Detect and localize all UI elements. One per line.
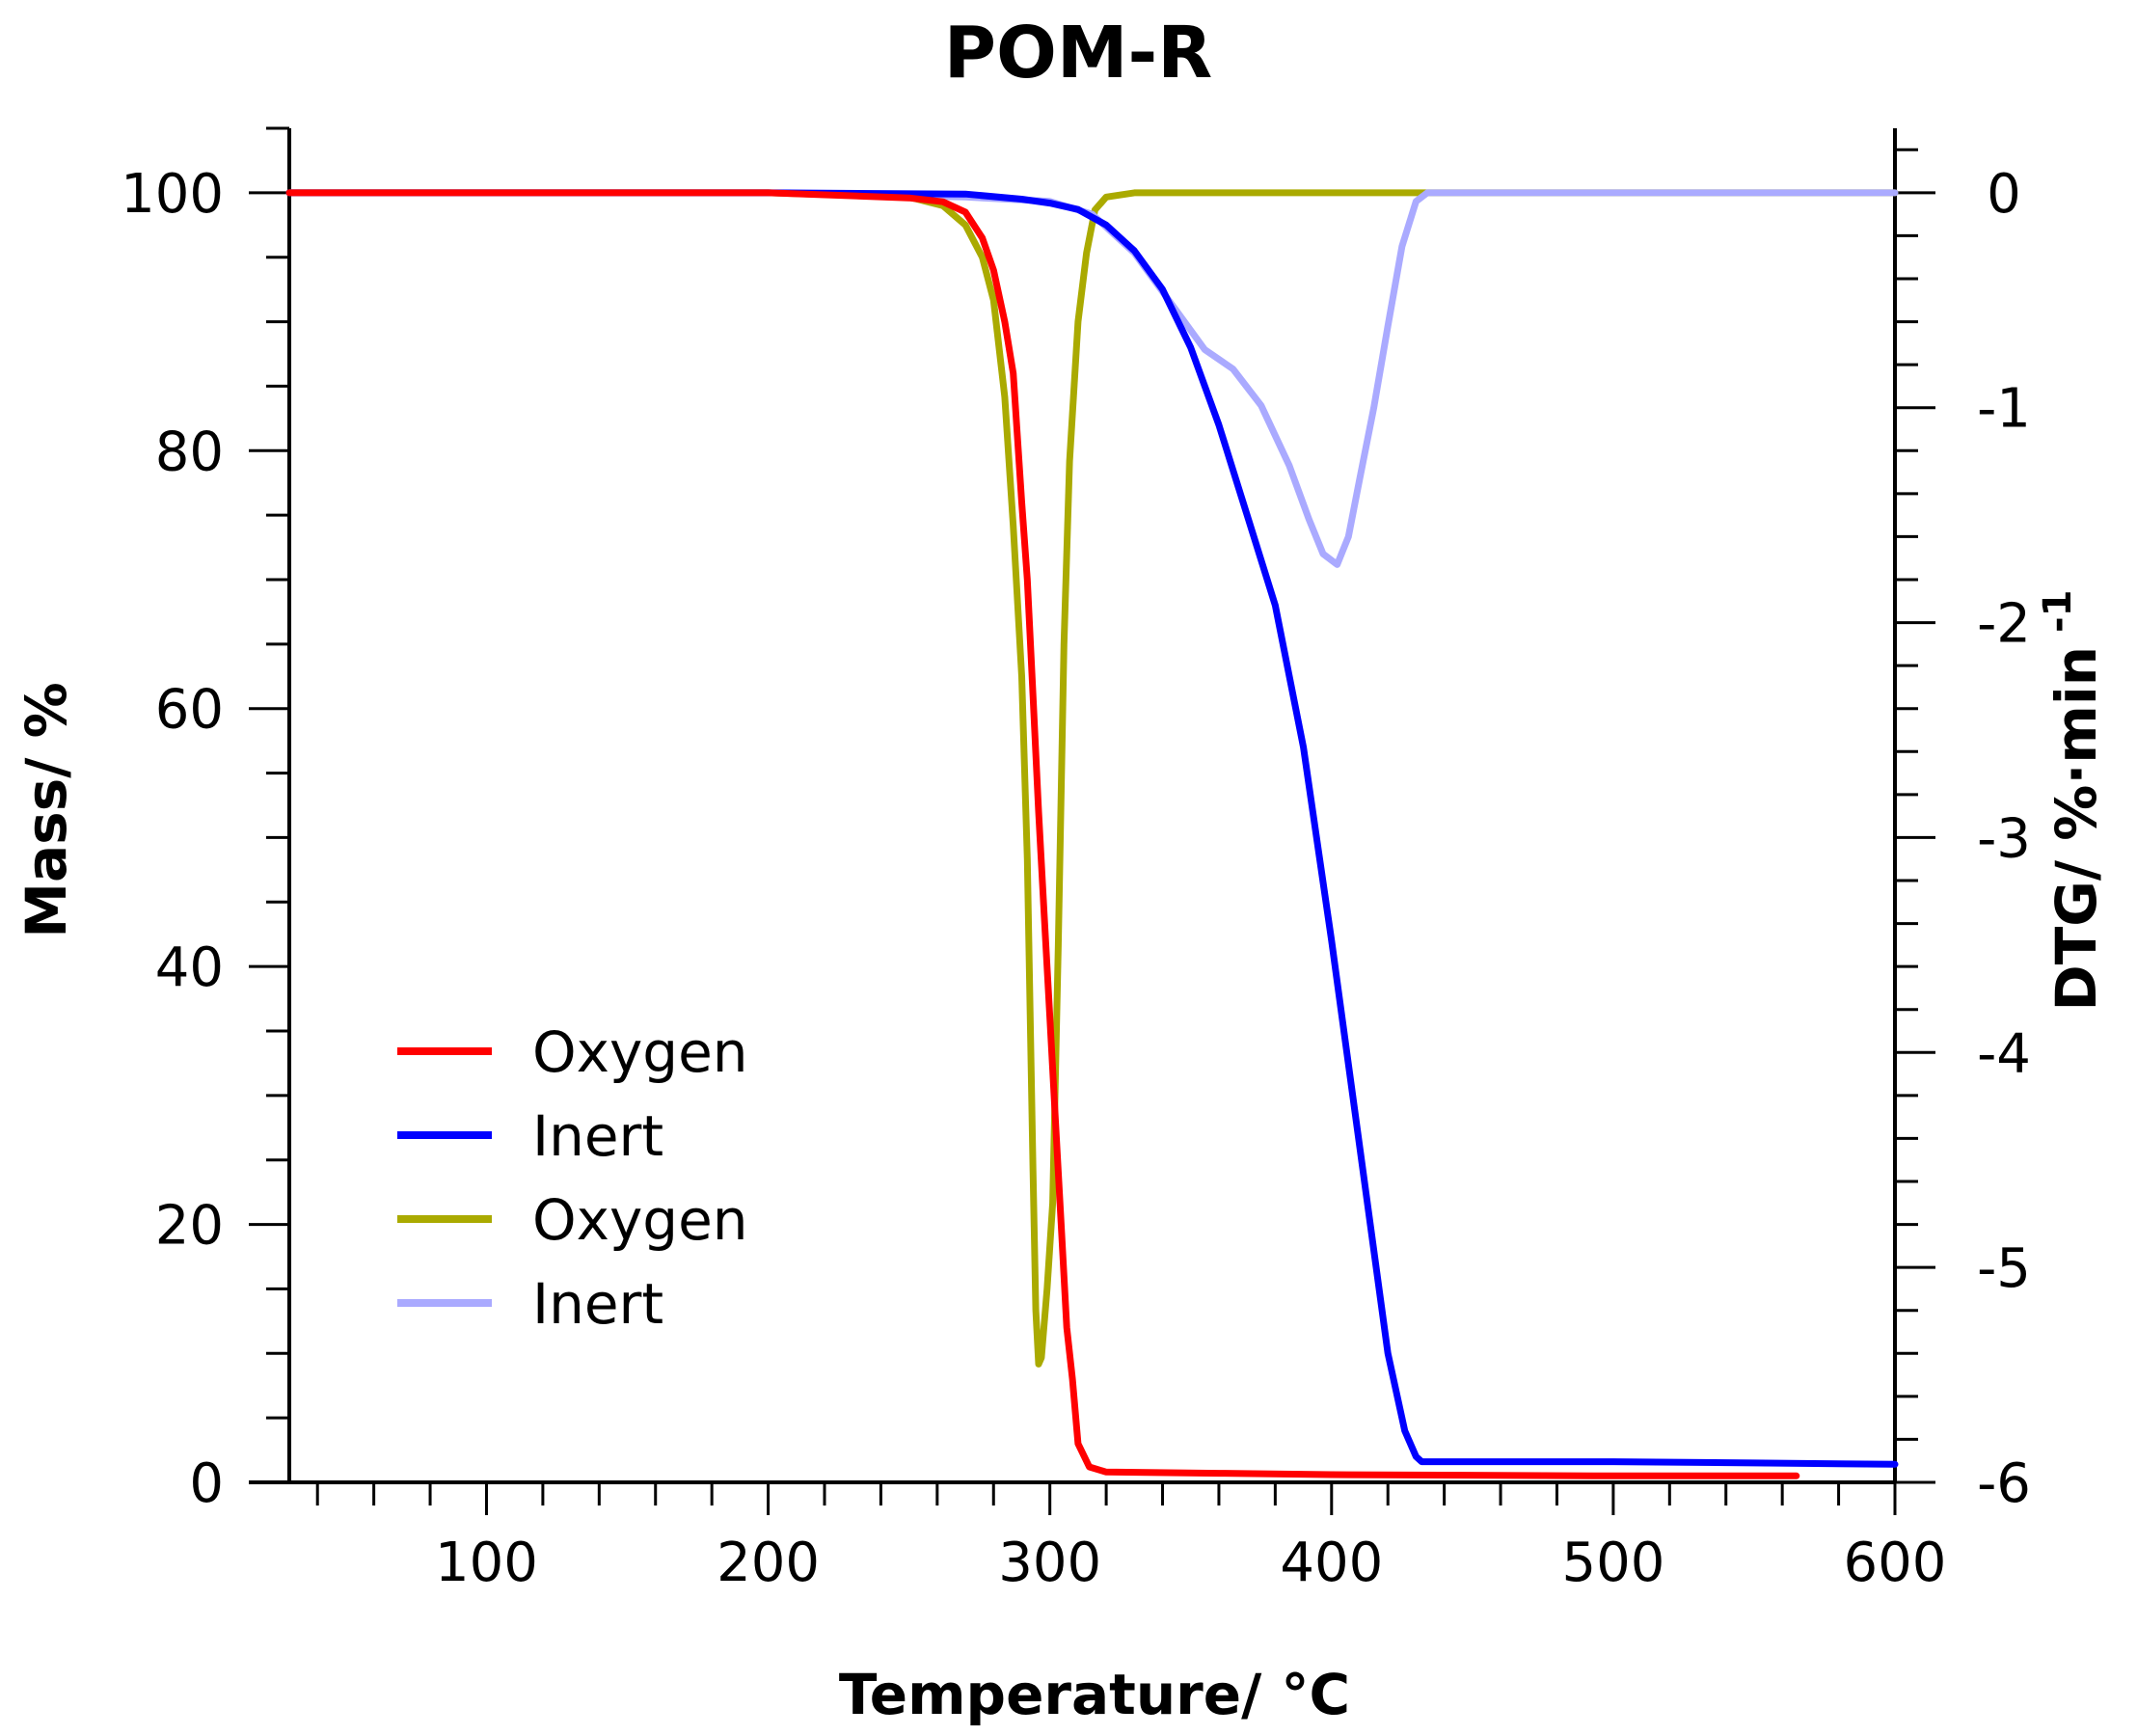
legend: Oxygen Inert Oxygen Inert [397,1019,748,1337]
legend-inert-mass-label: Inert [532,1103,663,1169]
legend-inert-dtg-label: Inert [532,1271,663,1337]
series-layer [285,189,1899,1479]
y2-axis-title-superscript: -1 [2036,590,2080,633]
y2-tick-label: -4 [1977,1022,2031,1085]
y-axis-title: Mass/ % [14,682,79,937]
y-tick-label: 40 [155,936,224,999]
x-axis-title: Temperature/ °C [839,1662,1350,1727]
axes [249,128,1897,1484]
mass-inert-line [285,189,1899,1468]
dtg-inert-line [285,189,1899,568]
y2-tick-label: -3 [1977,807,2031,870]
x-tick-label: 300 [998,1532,1101,1594]
legend-oxygen-mass-label: Oxygen [532,1019,748,1085]
y2-tick-label: -1 [1977,378,2031,441]
dtg-oxygen-line [285,189,1899,1368]
legend-oxygen-dtg-label: Oxygen [532,1187,748,1253]
y2-tick-label: 0 [1987,163,2021,226]
y2-tick-label: -2 [1977,593,2031,656]
x-tick-label: 400 [1280,1532,1383,1594]
chart-title: POM-R [944,12,1212,95]
y-tick-label: 60 [155,679,224,742]
y-tick-label: 0 [189,1452,224,1515]
y2-axis-title-main: DTG/ %·min [2043,646,2109,1011]
y2-axis-title: DTG/ %·min -1 [2036,590,2109,1012]
y2-tick-label: -6 [1977,1452,2031,1515]
ticks [249,126,1935,1515]
x-tick-label: 500 [1561,1532,1664,1594]
y2-tick-label: -5 [1977,1237,2031,1300]
x-tick-label: 200 [717,1532,820,1594]
y-tick-label: 100 [121,163,224,226]
x-tick-label: 600 [1844,1532,1947,1594]
y-tick-label: 20 [155,1195,224,1258]
mass-oxygen-line [285,189,1800,1479]
y-tick-label: 80 [155,420,224,483]
tick-labels: 100 200 300 400 500 600 0 20 40 60 80 100 0 -1 -2 -3 -4 -… [121,163,2031,1594]
x-tick-label: 100 [435,1532,538,1594]
